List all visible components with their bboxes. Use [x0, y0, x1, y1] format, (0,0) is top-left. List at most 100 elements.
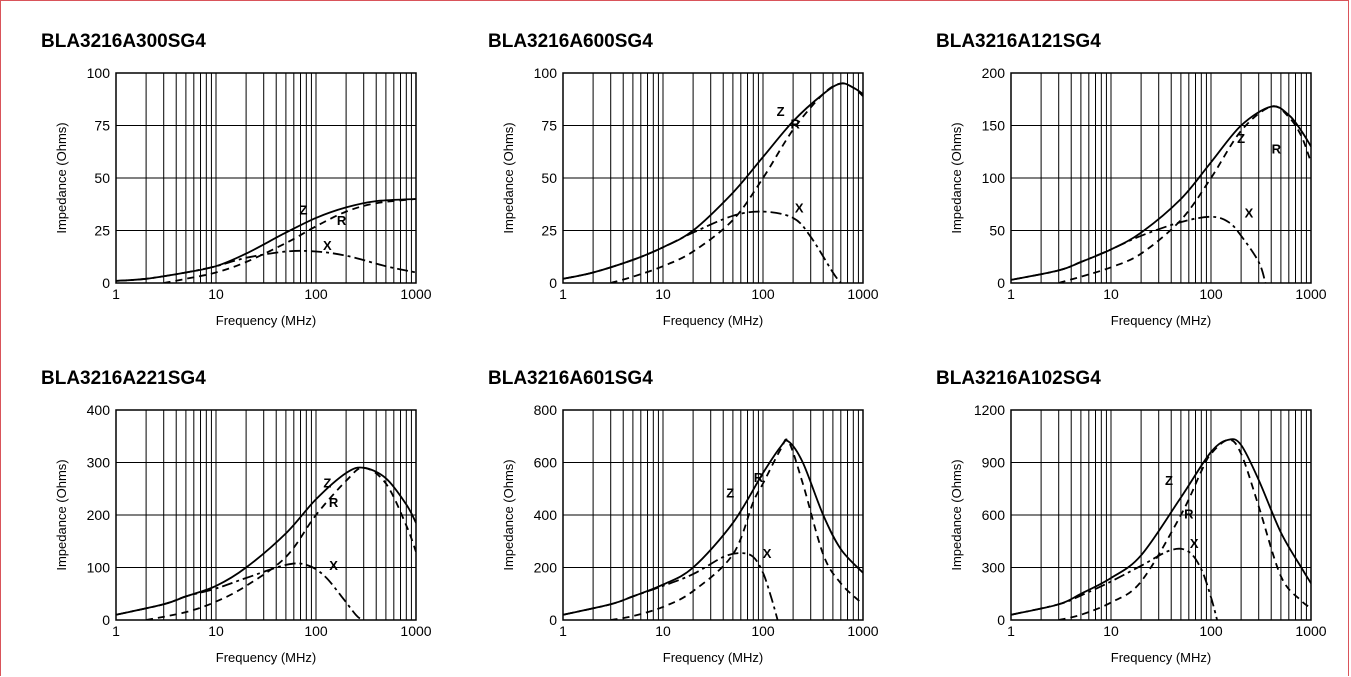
- plot-frame: [115, 72, 417, 284]
- series-x-line: [1011, 215, 1267, 283]
- y-tick-label: 300: [982, 560, 1006, 576]
- series-x-line: [1011, 547, 1218, 620]
- x-tick-label: 1000: [400, 286, 431, 302]
- x-tick-label: 10: [655, 286, 671, 302]
- chart-5: BLA3216A601SG4 0 200 400 600 800 1 10 100 1000 Fre…: [488, 368, 879, 665]
- series-z-label: Z: [1165, 473, 1173, 488]
- series-r-label: R: [329, 495, 339, 510]
- series-x-line: [563, 552, 779, 620]
- y-tick-label: 800: [534, 402, 558, 418]
- y-tick-label: 0: [102, 275, 110, 291]
- x-tick-label: 1: [1007, 623, 1015, 639]
- x-tick-label: 1: [559, 623, 567, 639]
- chart-title: BLA3216A300SG4: [41, 31, 206, 52]
- y-tick-label: 600: [534, 455, 558, 471]
- y-axis-label: Impedance (Ohms): [501, 459, 516, 570]
- series-z-label: Z: [300, 203, 308, 218]
- x-tick-label: 100: [751, 623, 775, 639]
- series-z-label: Z: [323, 475, 331, 490]
- x-tick-label: 1: [1007, 286, 1015, 302]
- series-x-label: X: [763, 546, 772, 561]
- x-tick-label: 10: [1103, 623, 1119, 639]
- y-tick-label: 400: [87, 402, 111, 418]
- plot-frame: [1010, 72, 1312, 284]
- plot-frame: [562, 409, 864, 621]
- chart-title: BLA3216A221SG4: [41, 368, 206, 389]
- series-r-label: R: [1184, 506, 1194, 521]
- chart-title: BLA3216A121SG4: [936, 31, 1101, 52]
- chart-title: BLA3216A601SG4: [488, 368, 653, 389]
- x-tick-label: 1000: [847, 286, 878, 302]
- y-tick-label: 200: [982, 65, 1006, 81]
- series-z-line: [1011, 438, 1311, 616]
- series-r-line: [1058, 438, 1311, 620]
- x-tick-label: 10: [208, 623, 224, 639]
- y-tick-label: 25: [541, 223, 557, 239]
- y-tick-label: 400: [534, 507, 558, 523]
- chart-3: BLA3216A121SG4 0 50 100 150 200 1 10 100 1000 Freq…: [936, 31, 1327, 328]
- x-axis-label: Frequency (MHz): [1111, 313, 1211, 328]
- y-tick-label: 600: [982, 507, 1006, 523]
- y-tick-label: 200: [87, 507, 111, 523]
- plot-frame: [1010, 409, 1312, 621]
- chart-6: BLA3216A102SG4 0 300 600 900 1200 1 10 100 1000 Fr…: [936, 368, 1327, 665]
- x-tick-label: 100: [1199, 286, 1223, 302]
- x-tick-label: 10: [655, 623, 671, 639]
- series-r-label: R: [337, 213, 347, 228]
- y-tick-label: 0: [102, 612, 110, 628]
- y-tick-label: 75: [94, 118, 110, 134]
- series-r-line: [1058, 105, 1311, 283]
- y-tick-label: 0: [549, 612, 557, 628]
- x-tick-label: 1000: [1295, 623, 1326, 639]
- y-tick-label: 100: [87, 560, 111, 576]
- y-tick-label: 100: [982, 170, 1006, 186]
- series-r-line: [610, 438, 863, 620]
- y-tick-label: 50: [94, 170, 110, 186]
- series-z-line: [1011, 105, 1311, 281]
- y-axis-label: Impedance (Ohms): [949, 122, 964, 233]
- x-tick-label: 1000: [1295, 286, 1326, 302]
- y-tick-label: 75: [541, 118, 557, 134]
- x-tick-label: 100: [1199, 623, 1223, 639]
- series-x-label: X: [329, 558, 338, 573]
- series-x-label: X: [323, 238, 332, 253]
- series-z-line: [116, 466, 416, 616]
- series-z-label: Z: [726, 486, 734, 501]
- chart-1: BLA3216A300SG4 0 25 50 75 100 1 10 100 1000 Freque…: [41, 31, 432, 328]
- series-z-label: Z: [1237, 131, 1245, 146]
- y-tick-label: 0: [997, 612, 1005, 628]
- y-axis-label: Impedance (Ohms): [54, 122, 69, 233]
- y-tick-label: 900: [982, 455, 1006, 471]
- x-tick-label: 100: [304, 623, 328, 639]
- y-tick-label: 150: [982, 118, 1006, 134]
- plot-frame: [115, 409, 417, 621]
- series-x-line: [116, 562, 363, 620]
- series-x-line: [563, 210, 842, 283]
- x-tick-label: 1000: [847, 623, 878, 639]
- x-tick-label: 1: [112, 623, 120, 639]
- series-r-line: [163, 198, 416, 283]
- y-axis-label: Impedance (Ohms): [949, 459, 964, 570]
- x-axis-label: Frequency (MHz): [216, 650, 316, 665]
- y-tick-label: 0: [997, 275, 1005, 291]
- series-z-line: [563, 439, 863, 616]
- chart-title: BLA3216A600SG4: [488, 31, 653, 52]
- y-axis-label: Impedance (Ohms): [54, 459, 69, 570]
- x-tick-label: 1: [112, 286, 120, 302]
- series-x-label: X: [795, 200, 804, 215]
- series-r-label: R: [1272, 142, 1282, 157]
- chart-4: BLA3216A221SG4 0 100 200 300 400 1 10 100 1000 Fre…: [41, 368, 432, 665]
- series-x-label: X: [1245, 206, 1254, 221]
- y-axis-label: Impedance (Ohms): [501, 122, 516, 233]
- chart-title: BLA3216A102SG4: [936, 368, 1101, 389]
- series-r-label: R: [754, 470, 764, 485]
- y-tick-label: 0: [549, 275, 557, 291]
- x-tick-label: 100: [751, 286, 775, 302]
- y-tick-label: 100: [534, 65, 558, 81]
- chart-2: BLA3216A600SG4 0 25 50 75 100 1 10 100 1000 Freque…: [488, 31, 879, 328]
- series-x-label: X: [1190, 536, 1199, 551]
- series-r-label: R: [791, 116, 801, 131]
- x-axis-label: Frequency (MHz): [1111, 650, 1211, 665]
